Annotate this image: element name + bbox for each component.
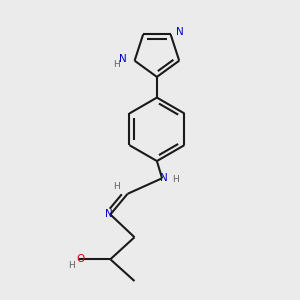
Text: H: H [113,182,120,191]
Text: N: N [105,209,112,220]
Text: H: H [68,261,75,270]
Text: O: O [76,254,85,264]
Text: N: N [176,27,184,38]
Text: N: N [160,173,168,183]
Text: H: H [113,60,120,69]
Text: N: N [119,54,126,64]
Text: H: H [172,176,179,184]
